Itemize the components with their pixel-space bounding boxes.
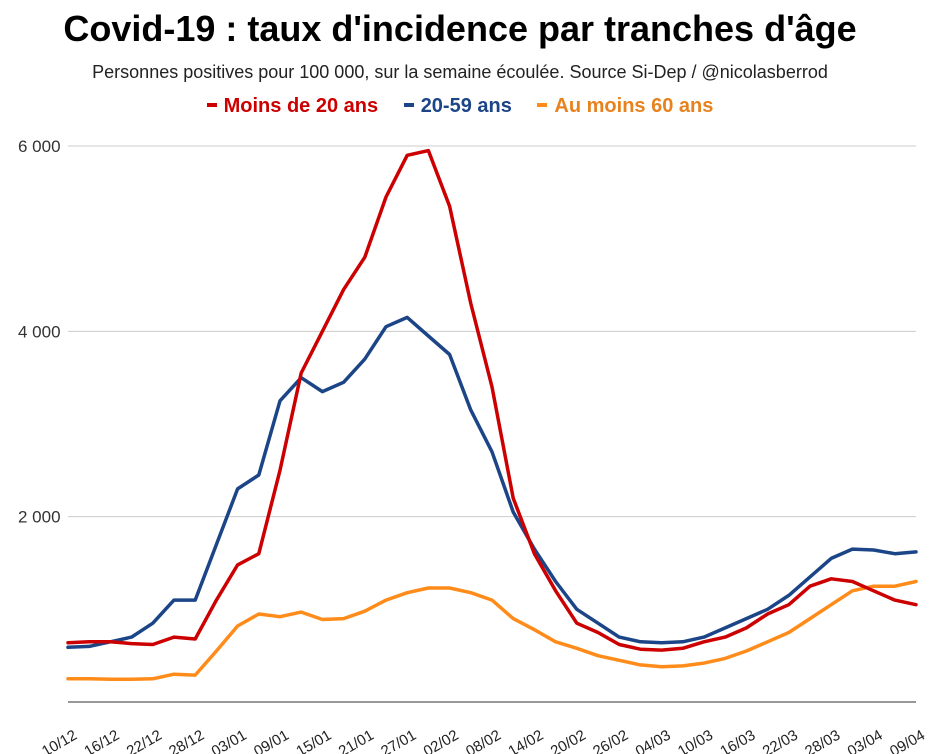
x-tick-label: 08/02 [463, 727, 504, 754]
legend-swatch-60-plus [537, 102, 548, 107]
x-tick-label: 28/12 [166, 727, 207, 754]
x-tick-label: 22/03 [760, 727, 801, 754]
x-tick-label: 16/03 [717, 727, 758, 754]
x-tick-label: 09/01 [251, 727, 292, 754]
y-tick-label: 4 000 [18, 322, 61, 341]
series-line-1 [66, 315, 918, 650]
x-tick-label: 16/12 [81, 727, 122, 754]
x-tick-label: 10/12 [39, 727, 80, 754]
x-tick-label: 22/12 [124, 727, 165, 754]
x-tick-label: 10/03 [675, 727, 716, 754]
legend-swatch-20-59 [403, 102, 414, 107]
chart-title: Covid-19 : taux d'incidence par tranches… [63, 8, 857, 49]
x-tick-label: 09/04 [887, 727, 928, 754]
legend-item-60-plus: Au moins 60 ans [537, 95, 713, 118]
x-tick-label: 02/02 [421, 727, 462, 754]
legend-item-under-20: Moins de 20 ans [206, 95, 379, 118]
series-line-2 [66, 579, 918, 682]
y-tick-label: 6 000 [18, 137, 61, 156]
x-tick-label: 20/02 [548, 727, 589, 754]
legend-item-20-59: 20-59 ans [403, 95, 512, 118]
series-line-0 [66, 148, 918, 652]
x-tick-label: 21/01 [336, 727, 377, 754]
legend-label-60-plus: Au moins 60 ans [554, 95, 714, 117]
y-tick-label: 2 000 [18, 508, 61, 527]
x-tick-label: 03/01 [209, 727, 250, 754]
legend: Moins de 20 ans 20-59 ans Au moins 60 an… [0, 95, 920, 118]
x-tick-label: 14/02 [505, 727, 546, 754]
x-tick-label: 04/03 [633, 727, 674, 754]
x-tick-label: 28/03 [802, 727, 843, 754]
chart-subtitle: Personnes positives pour 100 000, sur la… [92, 62, 828, 82]
legend-label-20-59: 20-59 ans [420, 95, 512, 117]
x-tick-label: 03/04 [845, 727, 886, 754]
x-tick-label: 26/02 [590, 727, 631, 754]
legend-swatch-under-20 [206, 102, 217, 107]
x-tick-label: 15/01 [293, 727, 334, 754]
x-tick-label: 27/01 [378, 727, 419, 754]
legend-label-under-20: Moins de 20 ans [223, 95, 379, 117]
